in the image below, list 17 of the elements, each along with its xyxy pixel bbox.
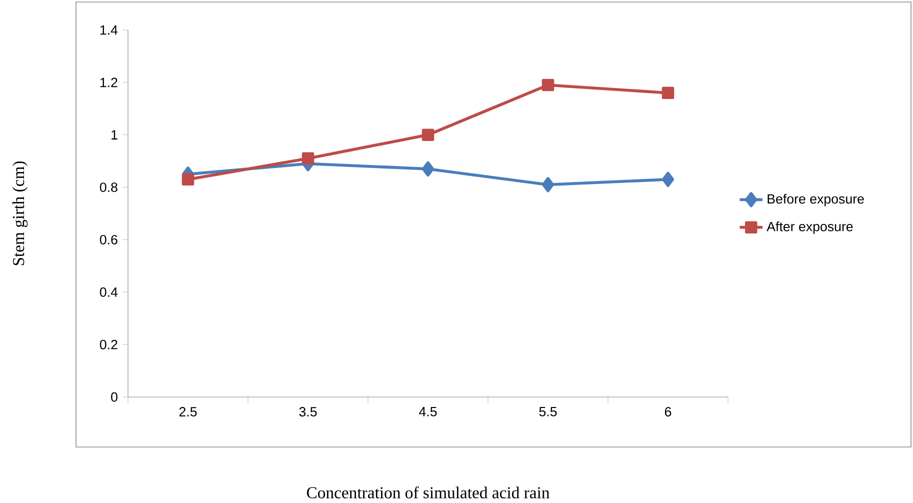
x-tick-label: 2.5 [179, 407, 197, 416]
y-tick-label: 0.6 [100, 234, 118, 244]
y-tick-label: 0.8 [100, 182, 118, 192]
x-tick-label: 5.5 [539, 407, 557, 416]
x-axis-title: Concentration of simulated acid rain [306, 486, 550, 498]
legend-label: After exposure [766, 221, 853, 234]
x-tick-label: 6 [664, 407, 672, 416]
legend-label: Before exposure [768, 194, 864, 206]
y-axis-title: Stem girth (cm) [12, 161, 28, 266]
x-tick-label: 3.5 [299, 407, 317, 416]
y-tick-label: 0.2 [100, 340, 118, 350]
y-tick-label: 1.2 [100, 78, 118, 88]
y-tick-label: 0 [111, 392, 118, 402]
y-tick-label: 1 [112, 130, 118, 140]
y-tick-label: 0.4 [100, 287, 118, 297]
x-tick-label: 4.5 [419, 407, 437, 416]
y-tick-label: 1.4 [100, 25, 118, 35]
